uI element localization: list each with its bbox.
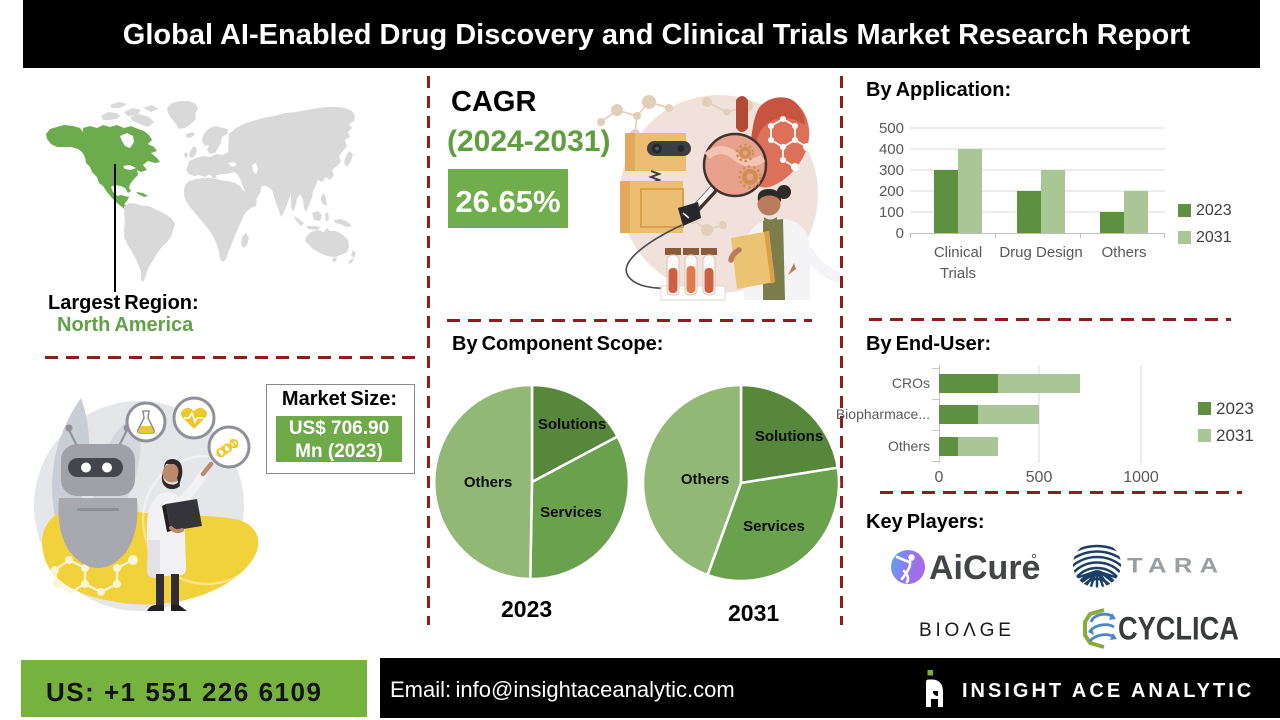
svg-text:2023: 2023	[1196, 202, 1232, 219]
svg-text:AiCure: AiCure	[929, 549, 1040, 587]
svg-text:Drug Design: Drug Design	[999, 244, 1082, 261]
svg-text:Biopharmace...: Biopharmace...	[836, 406, 930, 422]
svg-text:1000: 1000	[1123, 469, 1159, 486]
svg-text:200: 200	[879, 183, 904, 200]
svg-text:Others: Others	[464, 474, 512, 491]
svg-text:2023: 2023	[1216, 399, 1254, 418]
svg-text:0: 0	[896, 225, 904, 242]
svg-text:400: 400	[879, 141, 904, 158]
svg-text:BIOΛGE: BIOΛGE	[919, 620, 1015, 641]
svg-text:500: 500	[879, 120, 904, 137]
svg-text:Services: Services	[540, 504, 602, 521]
svg-text:500: 500	[1026, 469, 1053, 486]
svg-text:CYCLICA: CYCLICA	[1118, 611, 1239, 647]
svg-text:Others: Others	[1101, 244, 1146, 261]
svg-text:2031: 2031	[1196, 229, 1232, 246]
svg-text:100: 100	[879, 204, 904, 221]
svg-text:Solutions: Solutions	[538, 416, 606, 433]
svg-text:Others: Others	[888, 438, 930, 454]
svg-text:Others: Others	[681, 471, 729, 488]
svg-text:Clinical: Clinical	[934, 244, 982, 261]
svg-text:CROs: CROs	[892, 375, 930, 391]
svg-text:0: 0	[935, 469, 944, 486]
svg-text:Solutions: Solutions	[755, 428, 823, 445]
svg-text:Services: Services	[743, 518, 805, 535]
svg-text:300: 300	[879, 162, 904, 179]
svg-text:2031: 2031	[1216, 426, 1254, 445]
svg-text:TARA: TARA	[1127, 554, 1225, 577]
svg-text:Trials: Trials	[940, 265, 976, 282]
